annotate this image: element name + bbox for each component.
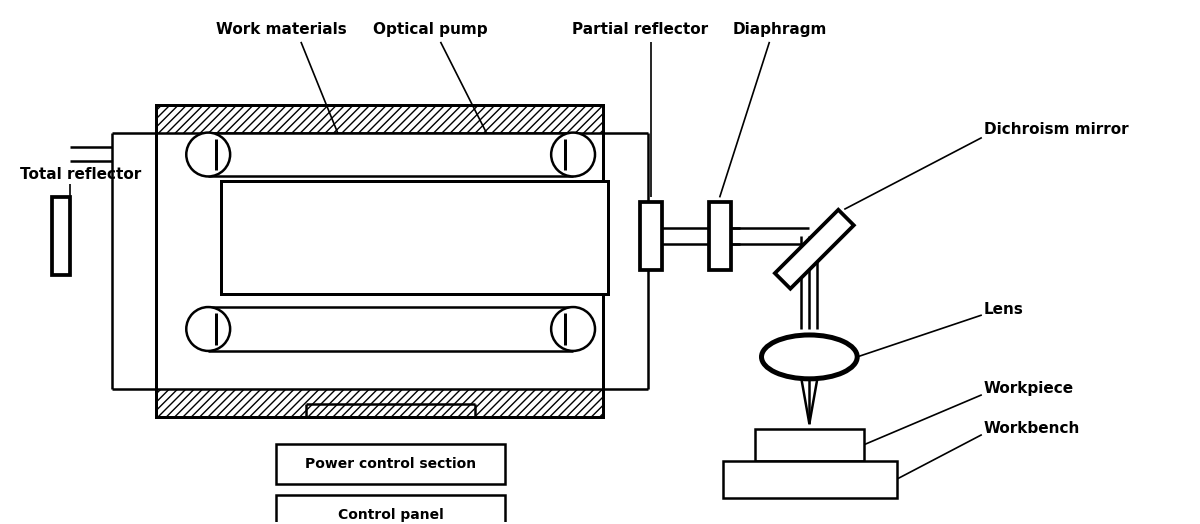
- Text: Partial reflector: Partial reflector: [572, 23, 708, 37]
- Text: Work materials: Work materials: [216, 23, 347, 37]
- Bar: [52, 198, 70, 275]
- Bar: [209, 307, 574, 351]
- Bar: [156, 389, 602, 417]
- Text: Optical pump: Optical pump: [373, 23, 488, 37]
- Bar: [209, 133, 574, 177]
- Bar: [276, 444, 505, 484]
- Polygon shape: [775, 210, 854, 289]
- Bar: [709, 202, 731, 270]
- Text: Control panel: Control panel: [337, 508, 444, 522]
- Text: Dichroism mirror: Dichroism mirror: [984, 122, 1128, 137]
- Text: Total reflector: Total reflector: [19, 167, 142, 182]
- Bar: [156, 105, 602, 133]
- Text: Lens: Lens: [984, 301, 1024, 316]
- Text: Workbench: Workbench: [984, 421, 1080, 436]
- Bar: [156, 105, 602, 417]
- Ellipse shape: [186, 133, 230, 177]
- Ellipse shape: [762, 335, 857, 379]
- Text: Power control section: Power control section: [305, 456, 476, 471]
- Bar: [221, 181, 608, 294]
- Text: Workpiece: Workpiece: [984, 381, 1074, 396]
- Text: Diaphragm: Diaphragm: [732, 23, 827, 37]
- Ellipse shape: [551, 133, 595, 177]
- Bar: [640, 202, 662, 270]
- Ellipse shape: [551, 307, 595, 351]
- Ellipse shape: [186, 307, 230, 351]
- Bar: [276, 496, 505, 524]
- Bar: [755, 429, 864, 461]
- Bar: [722, 461, 898, 498]
